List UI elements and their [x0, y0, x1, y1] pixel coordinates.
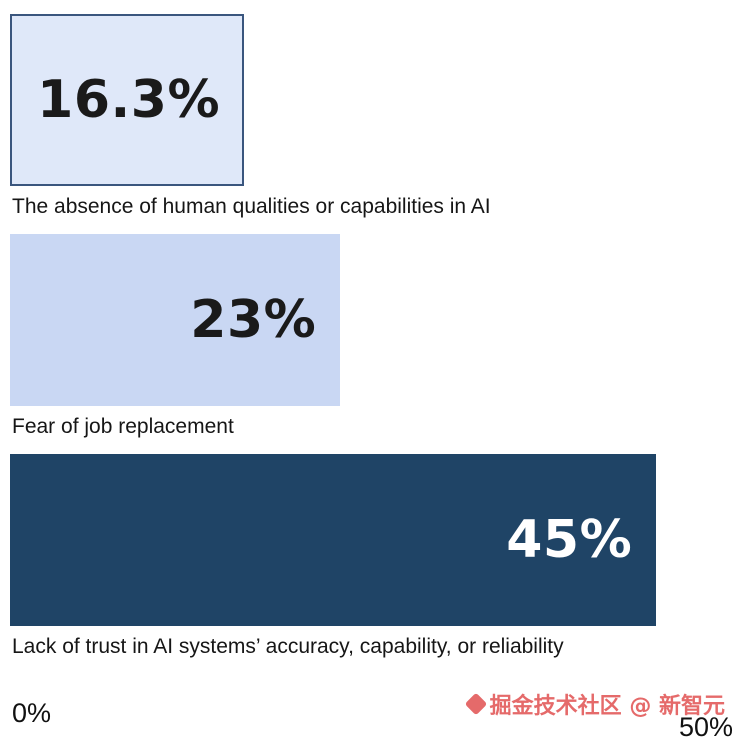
bar-row: 45% Lack of trust in AI systems’ accurac…: [10, 454, 728, 660]
bar-category-label: Fear of job replacement: [12, 415, 234, 438]
bar-chart: 16.3% The absence of human qualities or …: [10, 14, 728, 674]
bar-value-label: 16.3%: [37, 70, 221, 130]
bar-row: 23% Fear of job replacement: [10, 234, 728, 440]
bar-value-label: 45%: [506, 510, 633, 570]
bar-value-label: 23%: [190, 290, 317, 350]
x-axis-tick-0: 0%: [12, 698, 52, 728]
bar-fear-of-job-replacement: 23%: [10, 234, 341, 406]
x-axis-tick-50: 50%: [678, 712, 733, 742]
watermark: 掘金技术社区 @ 新智元: [464, 688, 725, 720]
bar-category-label: Lack of trust in AI systems’ accuracy, c…: [12, 635, 564, 658]
watermark-text: 掘金技术社区 @ 新智元: [489, 694, 725, 719]
bar-category-label: The absence of human qualities or capabi…: [12, 195, 491, 218]
bar-lack-of-trust: 45%: [10, 454, 657, 626]
bar-row: 16.3% The absence of human qualities or …: [10, 14, 728, 220]
juejin-logo-icon: [464, 692, 487, 716]
bar-absence-of-human-qualities: 16.3%: [10, 14, 245, 186]
